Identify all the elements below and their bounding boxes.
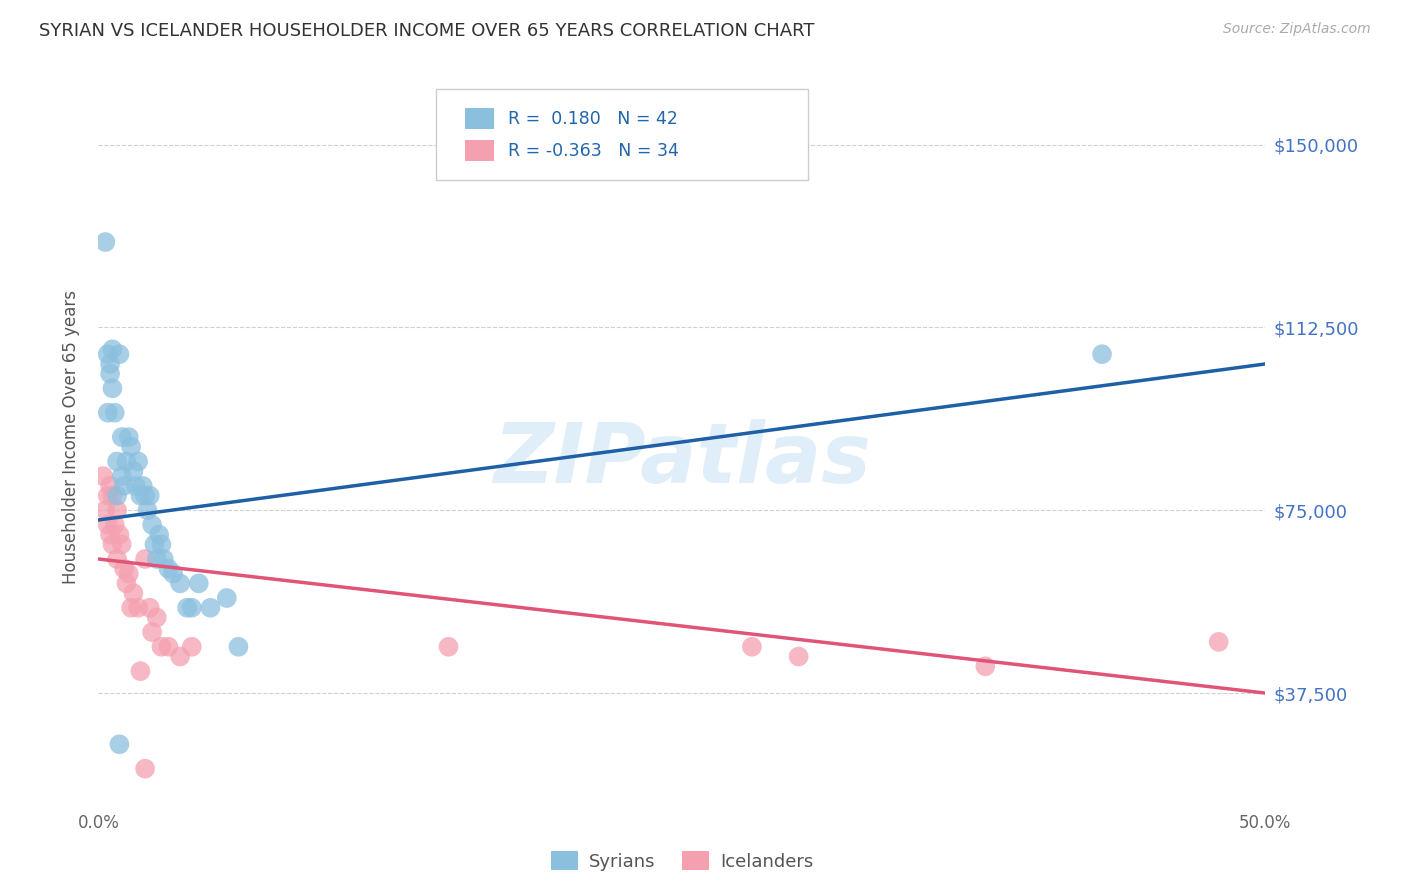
Point: [91, 469, 114, 483]
Point: [105, 552, 128, 566]
Point: [215, 591, 238, 605]
Point: [112, 562, 135, 576]
Point: [132, 479, 155, 493]
Point: [134, 552, 156, 566]
Point: [180, 640, 202, 654]
Point: [787, 649, 810, 664]
Point: [148, 527, 170, 541]
Text: SYRIAN VS ICELANDER HOUSEHOLDER INCOME OVER 65 YEARS CORRELATION CHART: SYRIAN VS ICELANDER HOUSEHOLDER INCOME O…: [39, 22, 815, 40]
Point: [141, 625, 163, 640]
Text: Source: ZipAtlas.com: Source: ZipAtlas.com: [1223, 22, 1371, 37]
Point: [111, 537, 134, 551]
Text: ZIPatlas: ZIPatlas: [494, 418, 870, 500]
Point: [152, 552, 174, 566]
Point: [105, 503, 128, 517]
Point: [974, 659, 997, 673]
Point: [139, 489, 162, 503]
Point: [141, 517, 163, 532]
Point: [150, 640, 173, 654]
Point: [108, 737, 131, 751]
Point: [111, 469, 134, 483]
Point: [143, 537, 166, 551]
Point: [127, 454, 149, 468]
Point: [176, 600, 198, 615]
Point: [108, 527, 131, 541]
Point: [101, 381, 124, 395]
Point: [146, 610, 169, 624]
Point: [162, 566, 184, 581]
Point: [108, 347, 131, 361]
Point: [111, 430, 134, 444]
Point: [97, 406, 120, 420]
Point: [120, 440, 142, 454]
Point: [125, 479, 148, 493]
Point: [129, 489, 152, 503]
Point: [129, 664, 152, 678]
Point: [122, 464, 145, 478]
Point: [94, 503, 117, 517]
Point: [97, 517, 120, 532]
Point: [98, 357, 121, 371]
Point: [741, 640, 763, 654]
Point: [136, 503, 159, 517]
Point: [180, 600, 202, 615]
Legend: Syrians, Icelanders: Syrians, Icelanders: [543, 844, 821, 878]
Text: R =  0.180   N = 42: R = 0.180 N = 42: [508, 110, 678, 128]
Point: [1091, 347, 1114, 361]
Point: [118, 430, 141, 444]
Point: [157, 562, 180, 576]
Point: [120, 600, 142, 615]
Point: [200, 600, 222, 615]
Point: [134, 489, 156, 503]
Point: [115, 576, 138, 591]
Point: [228, 640, 250, 654]
Point: [98, 367, 121, 381]
Point: [101, 343, 124, 357]
Point: [437, 640, 460, 654]
Point: [127, 600, 149, 615]
Point: [1208, 635, 1230, 649]
Point: [118, 566, 141, 581]
Point: [105, 489, 128, 503]
Point: [122, 586, 145, 600]
Point: [97, 347, 120, 361]
Point: [169, 576, 191, 591]
Point: [169, 649, 191, 664]
Point: [101, 489, 124, 503]
Point: [104, 406, 127, 420]
Point: [98, 527, 121, 541]
Point: [187, 576, 209, 591]
Point: [150, 537, 173, 551]
Point: [97, 489, 120, 503]
Text: R = -0.363   N = 34: R = -0.363 N = 34: [508, 142, 679, 160]
Y-axis label: Householder Income Over 65 years: Householder Income Over 65 years: [62, 290, 80, 584]
Point: [157, 640, 180, 654]
Point: [98, 479, 121, 493]
Point: [94, 235, 117, 249]
Point: [139, 600, 162, 615]
Point: [105, 454, 128, 468]
Point: [134, 762, 156, 776]
Point: [115, 454, 138, 468]
Point: [112, 479, 135, 493]
Point: [101, 537, 124, 551]
Point: [146, 552, 169, 566]
Point: [104, 517, 127, 532]
